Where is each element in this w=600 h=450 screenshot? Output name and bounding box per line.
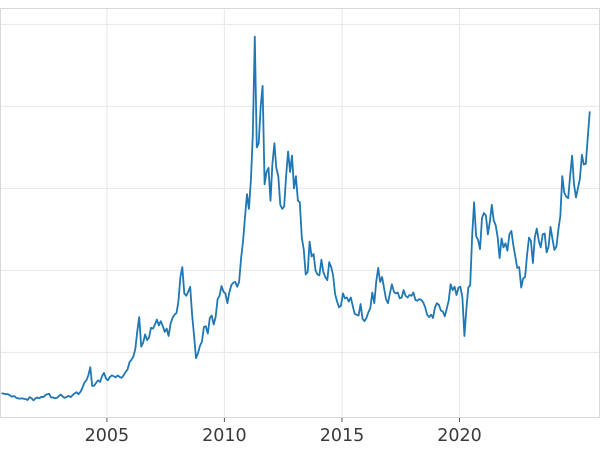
price-line-series <box>1 35 591 402</box>
x-tick-label: 2010 <box>202 426 247 446</box>
x-tick-label: 2015 <box>320 426 365 446</box>
x-tick-label: 2020 <box>437 426 482 446</box>
x-tick-label: 2005 <box>85 426 130 446</box>
